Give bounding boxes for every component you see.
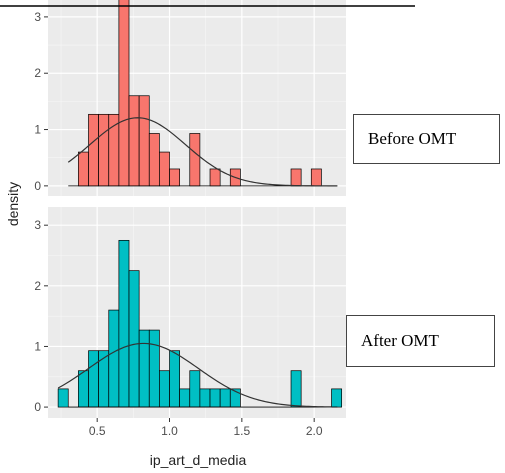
histogram-bar <box>78 151 89 187</box>
histogram-bar <box>290 370 302 408</box>
histogram-bar <box>169 350 180 408</box>
y-tick-label: 2 <box>34 279 41 293</box>
histogram-bar <box>219 388 231 408</box>
histogram-bar <box>88 113 99 187</box>
panel-before: 0 1 2 3 <box>34 0 346 196</box>
histogram-bar <box>108 309 120 408</box>
normal-density-curve <box>67 117 338 187</box>
callout-after-omt-text: After OMT <box>361 331 439 350</box>
y-tick-label: 0 <box>34 400 41 414</box>
histogram-bar <box>209 388 221 408</box>
histogram-bar <box>138 95 150 187</box>
histogram-bar <box>209 168 221 187</box>
histogram-bar <box>98 113 110 187</box>
y-tick-label: 0 <box>34 179 41 193</box>
histogram-bar <box>118 239 130 408</box>
histogram-bar <box>98 350 110 408</box>
y-axis-title: density <box>5 182 21 226</box>
histogram-bar <box>199 388 211 408</box>
callout-after-omt: After OMT <box>346 315 495 367</box>
panel-after: 0 1 2 3 <box>34 207 346 418</box>
x-tick-label: 2.0 <box>306 424 323 438</box>
histogram-bar <box>189 370 201 408</box>
histogram-bar <box>78 370 89 408</box>
histogram-bar <box>148 329 160 408</box>
y-tick-label: 1 <box>34 123 41 137</box>
y-tick-label: 2 <box>34 66 41 80</box>
histogram-bar <box>159 151 170 187</box>
y-tick-label: 1 <box>34 339 41 353</box>
histogram-bar <box>118 0 130 187</box>
histogram-bar <box>179 388 191 408</box>
histogram-bar <box>138 329 150 408</box>
x-axis: 0.5 1.0 1.5 2.0 <box>89 418 323 438</box>
histogram-bar <box>128 95 140 187</box>
histogram-bar <box>108 113 120 187</box>
normal-density-curve <box>57 342 332 408</box>
histogram-bar <box>290 168 302 187</box>
histogram-bar <box>88 350 99 408</box>
histogram-bar <box>148 133 160 187</box>
histogram-bar <box>331 388 343 408</box>
histogram-bar <box>169 168 180 187</box>
x-axis-title: ip_art_d_media <box>150 452 247 468</box>
histogram-bar <box>189 133 201 187</box>
x-tick-label: 1.5 <box>234 424 251 438</box>
y-tick-label: 3 <box>34 218 41 232</box>
histogram-bar <box>159 370 170 408</box>
histogram-bar <box>57 388 69 408</box>
histogram-bar <box>310 168 322 187</box>
histogram-bar <box>128 270 140 408</box>
callout-before-omt-text: Before OMT <box>368 129 457 148</box>
y-tick-label: 3 <box>34 10 41 24</box>
x-tick-label: 1.0 <box>161 424 178 438</box>
x-tick-label: 0.5 <box>89 424 106 438</box>
callout-before-omt: Before OMT <box>353 114 500 164</box>
